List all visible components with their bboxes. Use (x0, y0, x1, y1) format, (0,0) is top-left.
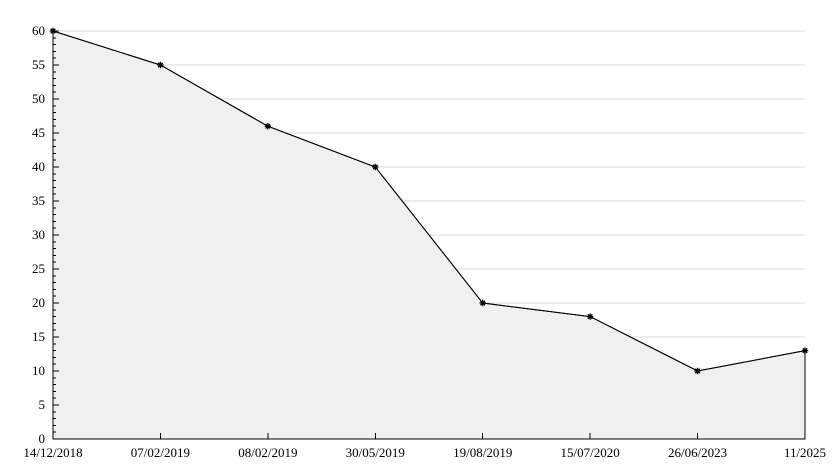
y-tick-label: 30 (32, 227, 45, 242)
data-point-marker (801, 347, 809, 354)
data-point-marker (264, 123, 272, 130)
x-tick-label: 14/12/2018 (23, 445, 82, 460)
y-tick-label: 25 (32, 261, 45, 276)
x-tick-label: 26/06/2023 (668, 445, 727, 460)
data-line (52, 30, 806, 372)
y-tick-label: 45 (32, 125, 45, 140)
y-tick-label: 60 (32, 23, 45, 38)
x-tick-label: 30/05/2019 (346, 445, 405, 460)
y-tick-label: 15 (32, 329, 45, 344)
marker-center (803, 349, 807, 353)
marker-center (588, 315, 592, 319)
y-tick-label: 0 (39, 431, 46, 446)
marker-center (266, 124, 270, 128)
x-tick-label: 08/02/2019 (238, 445, 297, 460)
x-tick-label: 15/07/2020 (561, 445, 620, 460)
marker-center (51, 29, 55, 33)
y-tick-label: 10 (32, 363, 45, 378)
y-tick-label: 5 (39, 397, 46, 412)
marker-center (481, 301, 485, 305)
y-tick-label: 35 (32, 193, 45, 208)
marker-center (373, 165, 377, 169)
data-point-marker (586, 313, 594, 320)
data-point-marker (49, 27, 57, 35)
x-tick-label: 07/02/2019 (131, 445, 190, 460)
marker-center (158, 63, 163, 67)
y-tick-label: 20 (32, 295, 45, 310)
data-point-marker (372, 163, 379, 171)
x-tick-label: 11/2025 (784, 445, 826, 460)
y-tick-label: 55 (32, 57, 45, 72)
marker-center (695, 369, 700, 373)
y-tick-label: 50 (32, 91, 45, 106)
x-tick-label: 19/08/2019 (453, 445, 512, 460)
data-point-marker (479, 299, 486, 307)
data-point-marker (694, 367, 701, 375)
y-tick-label: 40 (32, 159, 45, 174)
data-point-marker (157, 61, 164, 69)
